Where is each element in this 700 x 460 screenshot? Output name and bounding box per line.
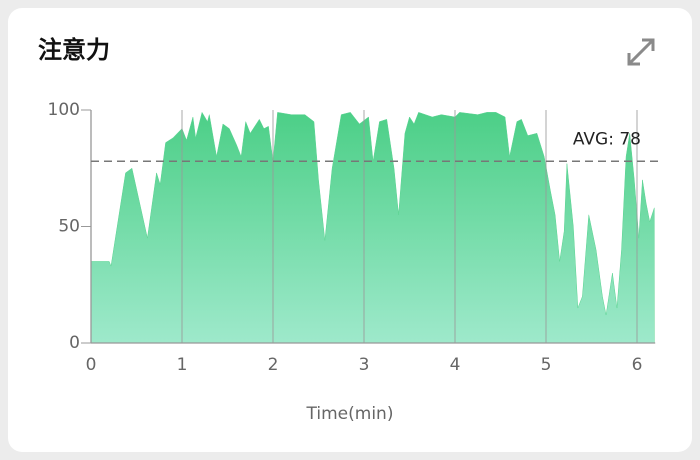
- x-axis-label: Time(min): [306, 404, 394, 424]
- y-tick-label: 0: [69, 333, 80, 353]
- x-tick-label: 6: [632, 355, 643, 375]
- x-tick-label: 2: [268, 355, 279, 375]
- avg-label: AVG: 78: [573, 129, 641, 149]
- y-tick-label: 100: [48, 100, 80, 120]
- area: [90, 111, 655, 344]
- x-tick-label: 0: [86, 355, 97, 375]
- chart-title: 注意力: [38, 36, 110, 64]
- y-tick-label: 50: [58, 217, 80, 237]
- expand-button[interactable]: [627, 38, 655, 66]
- x-tick-label: 1: [177, 355, 188, 375]
- x-tick-label: 3: [359, 355, 370, 375]
- x-tick-label: 4: [450, 355, 461, 375]
- x-tick-label: 5: [541, 355, 552, 375]
